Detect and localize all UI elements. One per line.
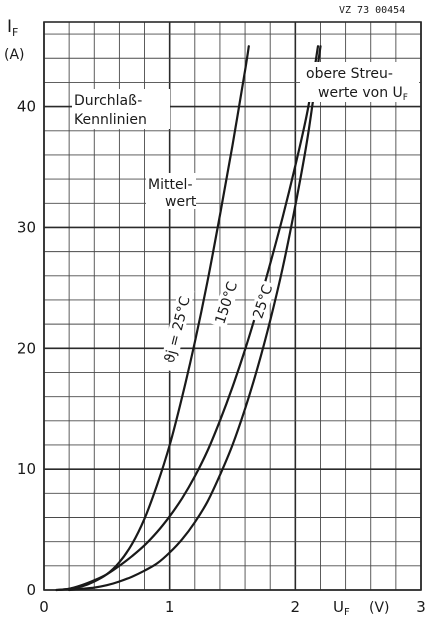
curve-label-2: 150°C bbox=[210, 276, 241, 329]
annotation-mittelwert: Mittel- wert bbox=[146, 173, 197, 210]
x-tick-label: 3 bbox=[416, 598, 425, 616]
plot-frame bbox=[43, 21, 422, 591]
annotation-streuwerte: obere Streu- werte von UF bbox=[300, 62, 419, 103]
y-tick-label: 30 bbox=[17, 218, 36, 236]
annotation-mittelwert-line-1: Mittel- bbox=[148, 177, 193, 193]
series-line-3 bbox=[68, 45, 322, 592]
x-axis-label: UF bbox=[333, 598, 350, 618]
x-axis-unit: (V) bbox=[369, 600, 390, 616]
curve-label-text: 150°C bbox=[212, 280, 241, 327]
y-axis-label: IF bbox=[7, 17, 18, 39]
y-tick-label: 20 bbox=[17, 339, 36, 357]
annotation-streuwerte-line-2: werte von UF bbox=[318, 85, 408, 103]
y-tick-label: 10 bbox=[17, 460, 36, 478]
y-axis-label-sub: F bbox=[12, 26, 18, 39]
annotation-mittelwert-line-2: wert bbox=[165, 194, 197, 210]
annotation-title: Durchlaß- Kennlinien bbox=[72, 89, 170, 129]
y-tick-label: 40 bbox=[17, 98, 36, 116]
annotation-title-line-2: Kennlinien bbox=[74, 112, 147, 128]
series-line-2 bbox=[55, 45, 320, 592]
x-tick-label: 1 bbox=[165, 598, 175, 616]
figure-ref: VZ 73 00454 bbox=[339, 5, 405, 16]
y-tick-label: 0 bbox=[26, 581, 36, 599]
annotation-title-line-1: Durchlaß- bbox=[74, 93, 142, 109]
curve-label-3: 25°C bbox=[248, 279, 276, 324]
curves bbox=[55, 45, 322, 592]
annotation-streuwerte-sub: F bbox=[403, 93, 408, 103]
x-tick-label: 2 bbox=[291, 598, 301, 616]
y-axis-unit: (A) bbox=[4, 47, 25, 63]
series-line-1 bbox=[55, 45, 250, 592]
x-tick-label: 0 bbox=[39, 598, 49, 616]
x-axis-label-sub: F bbox=[344, 607, 350, 618]
curve-label-text: ϑj = 25°C bbox=[162, 295, 194, 365]
annotation-streuwerte-line-1: obere Streu- bbox=[306, 66, 393, 82]
